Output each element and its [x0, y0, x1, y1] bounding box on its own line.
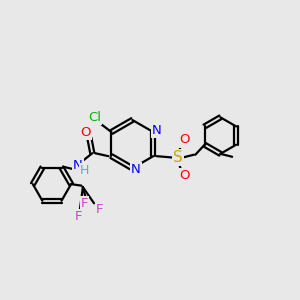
- Text: F: F: [81, 197, 88, 210]
- Text: S: S: [173, 150, 183, 165]
- Text: O: O: [179, 169, 190, 182]
- Text: O: O: [179, 134, 190, 146]
- Text: Cl: Cl: [88, 111, 101, 124]
- Text: N: N: [131, 163, 141, 176]
- Text: F: F: [74, 210, 82, 223]
- Text: F: F: [96, 203, 103, 216]
- Text: N: N: [152, 124, 162, 137]
- Text: H: H: [80, 164, 89, 177]
- Text: N: N: [73, 159, 83, 172]
- Text: O: O: [80, 126, 91, 139]
